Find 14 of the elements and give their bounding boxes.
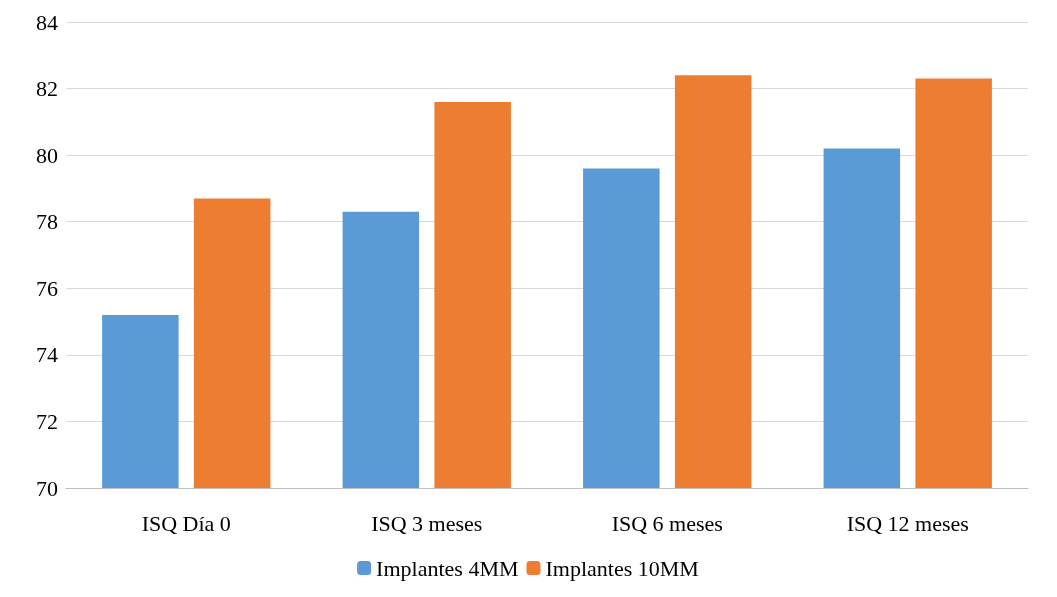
y-tick-label: 80: [36, 142, 58, 168]
y-tick-label: 70: [36, 475, 58, 501]
y-tick-label: 76: [36, 275, 58, 301]
y-tick-label: 78: [36, 209, 58, 235]
y-tick-label: 84: [36, 9, 58, 35]
x-tick-label: ISQ Día 0: [141, 510, 231, 536]
y-tick-label: 82: [36, 76, 58, 102]
x-tick-label: ISQ 3 meses: [371, 510, 483, 536]
y-tick-label: 74: [36, 342, 58, 368]
y-tick-label: 72: [36, 408, 58, 434]
x-tick-label: ISQ 12 meses: [846, 510, 969, 536]
legend-label: Implantes 10MM: [545, 555, 699, 581]
legend-label: Implantes 4MM: [376, 555, 519, 581]
x-tick-label: ISQ 6 meses: [611, 510, 723, 536]
